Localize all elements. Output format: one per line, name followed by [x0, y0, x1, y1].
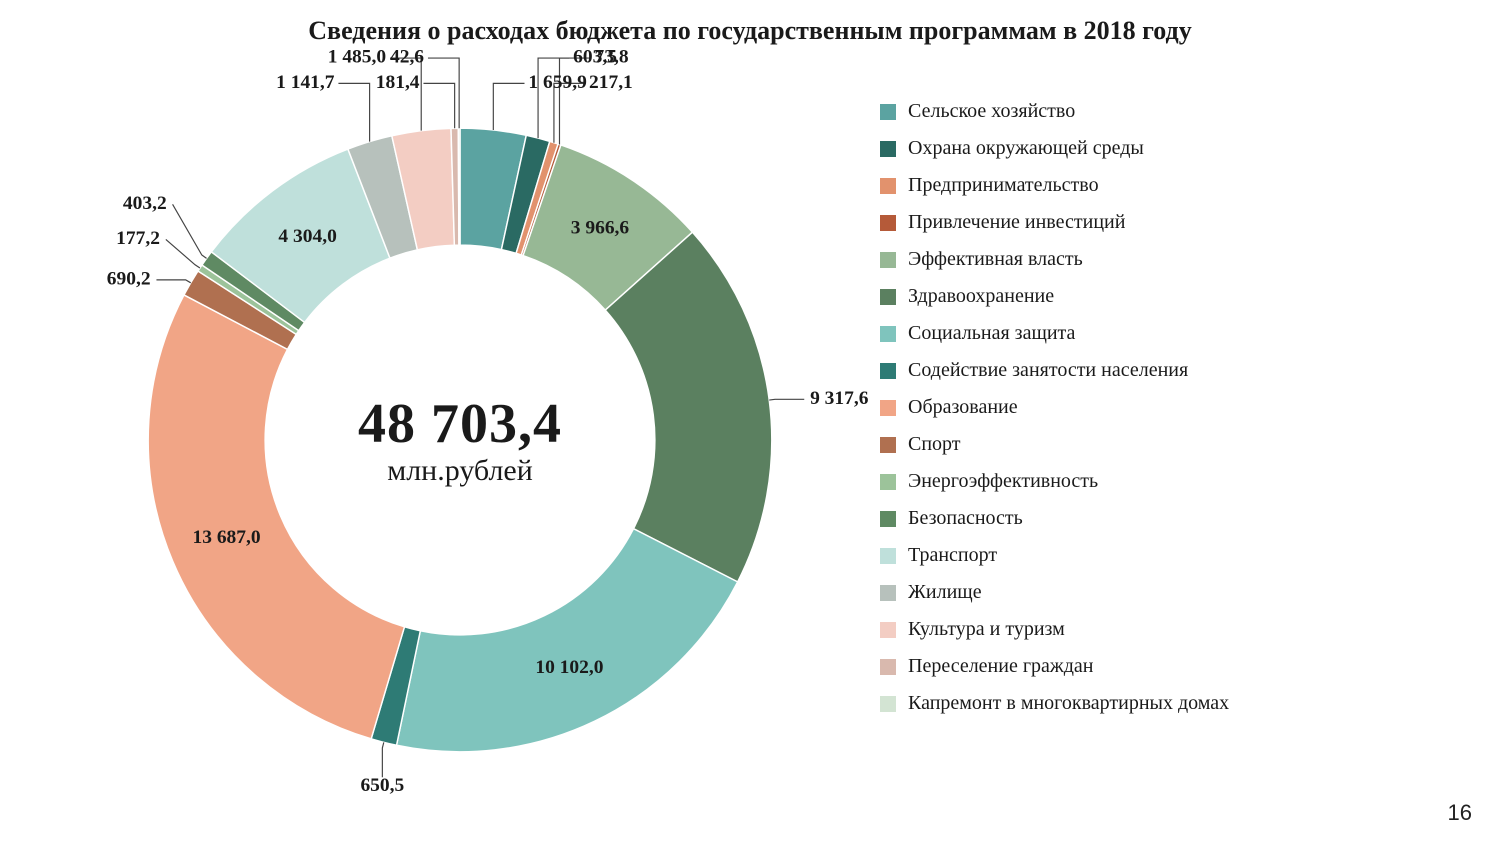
legend-label: Содействие занятости населения — [908, 359, 1188, 382]
legend-label: Переселение граждан — [908, 655, 1094, 678]
legend-swatch — [880, 474, 896, 490]
legend-swatch — [880, 289, 896, 305]
slice-value-label: 690,2 — [107, 268, 151, 289]
slice-value-label: 181,4 — [376, 72, 420, 93]
legend-item: Здравоохранение — [880, 285, 1440, 308]
legend-swatch — [880, 437, 896, 453]
slice-value-label: 403,2 — [123, 193, 167, 214]
slice-value-label: 9 317,6 — [810, 388, 869, 409]
legend-swatch — [880, 622, 896, 638]
legend-item: Эффективная власть — [880, 248, 1440, 271]
legend-item: Безопасность — [880, 507, 1440, 530]
legend-swatch — [880, 215, 896, 231]
legend-item: Предпринимательство — [880, 174, 1440, 197]
slice-value-label: 1 141,7 — [276, 72, 335, 93]
slice-value-label: 10 102,0 — [535, 657, 603, 678]
slice-value-label: 217,1 — [589, 72, 633, 93]
legend-label: Безопасность — [908, 507, 1023, 530]
legend-swatch — [880, 326, 896, 342]
legend-label: Культура и туризм — [908, 618, 1065, 641]
legend-item: Транспорт — [880, 544, 1440, 567]
donut-slice — [397, 529, 738, 752]
donut-slice — [148, 295, 404, 739]
legend-swatch — [880, 400, 896, 416]
legend-swatch — [880, 548, 896, 564]
legend-item: Социальная защита — [880, 322, 1440, 345]
legend-label: Сельское хозяйство — [908, 100, 1075, 123]
legend-item: Образование — [880, 396, 1440, 419]
legend-label: Энергоэффективность — [908, 470, 1098, 493]
legend-label: Охрана окружающей среды — [908, 137, 1144, 160]
legend-swatch — [880, 141, 896, 157]
legend-item: Привлечение инвестиций — [880, 211, 1440, 234]
legend-item: Жилище — [880, 581, 1440, 604]
legend-swatch — [880, 696, 896, 712]
slice-value-label: 73,8 — [595, 47, 629, 68]
legend-label: Спорт — [908, 433, 961, 456]
chart-legend: Сельское хозяйство Охрана окружающей сред… — [880, 100, 1440, 729]
legend-item: Охрана окружающей среды — [880, 137, 1440, 160]
slice-value-label: 1 659,9 — [528, 72, 587, 93]
donut-slice — [458, 128, 460, 245]
legend-label: Эффективная власть — [908, 248, 1083, 271]
page-number: 16 — [1448, 800, 1472, 826]
donut-chart: 3 966,69 317,610 102,0650,513 687,0690,2… — [60, 60, 860, 820]
page: Сведения о расходах бюджета по государст… — [0, 0, 1500, 844]
legend-swatch — [880, 104, 896, 120]
legend-swatch — [880, 659, 896, 675]
legend-item: Энергоэффективность — [880, 470, 1440, 493]
legend-label: Социальная защита — [908, 322, 1075, 345]
legend-label: Здравоохранение — [908, 285, 1054, 308]
slice-value-label: 650,5 — [360, 775, 404, 796]
slice-value-label: 4 304,0 — [278, 226, 336, 247]
legend-label: Жилище — [908, 581, 982, 604]
slice-value-label: 13 687,0 — [192, 527, 260, 548]
legend-swatch — [880, 178, 896, 194]
legend-swatch — [880, 585, 896, 601]
legend-item: Сельское хозяйство — [880, 100, 1440, 123]
legend-item: Капремонт в многоквартирных домах — [880, 692, 1440, 715]
slice-value-label: 3 966,6 — [571, 217, 630, 238]
legend-swatch — [880, 363, 896, 379]
legend-swatch — [880, 252, 896, 268]
legend-label: Привлечение инвестиций — [908, 211, 1125, 234]
legend-item: Культура и туризм — [880, 618, 1440, 641]
legend-item: Содействие занятости населения — [880, 359, 1440, 382]
slice-value-label: 1 485,0 — [328, 47, 386, 68]
page-title: Сведения о расходах бюджета по государст… — [0, 16, 1500, 46]
slice-value-label: 42,6 — [390, 47, 424, 68]
legend-item: Переселение граждан — [880, 655, 1440, 678]
legend-label: Предпринимательство — [908, 174, 1099, 197]
legend-label: Капремонт в многоквартирных домах — [908, 692, 1229, 715]
legend-swatch — [880, 511, 896, 527]
legend-label: Транспорт — [908, 544, 997, 567]
legend-label: Образование — [908, 396, 1018, 419]
legend-item: Спорт — [880, 433, 1440, 456]
slice-value-label: 177,2 — [116, 228, 160, 249]
